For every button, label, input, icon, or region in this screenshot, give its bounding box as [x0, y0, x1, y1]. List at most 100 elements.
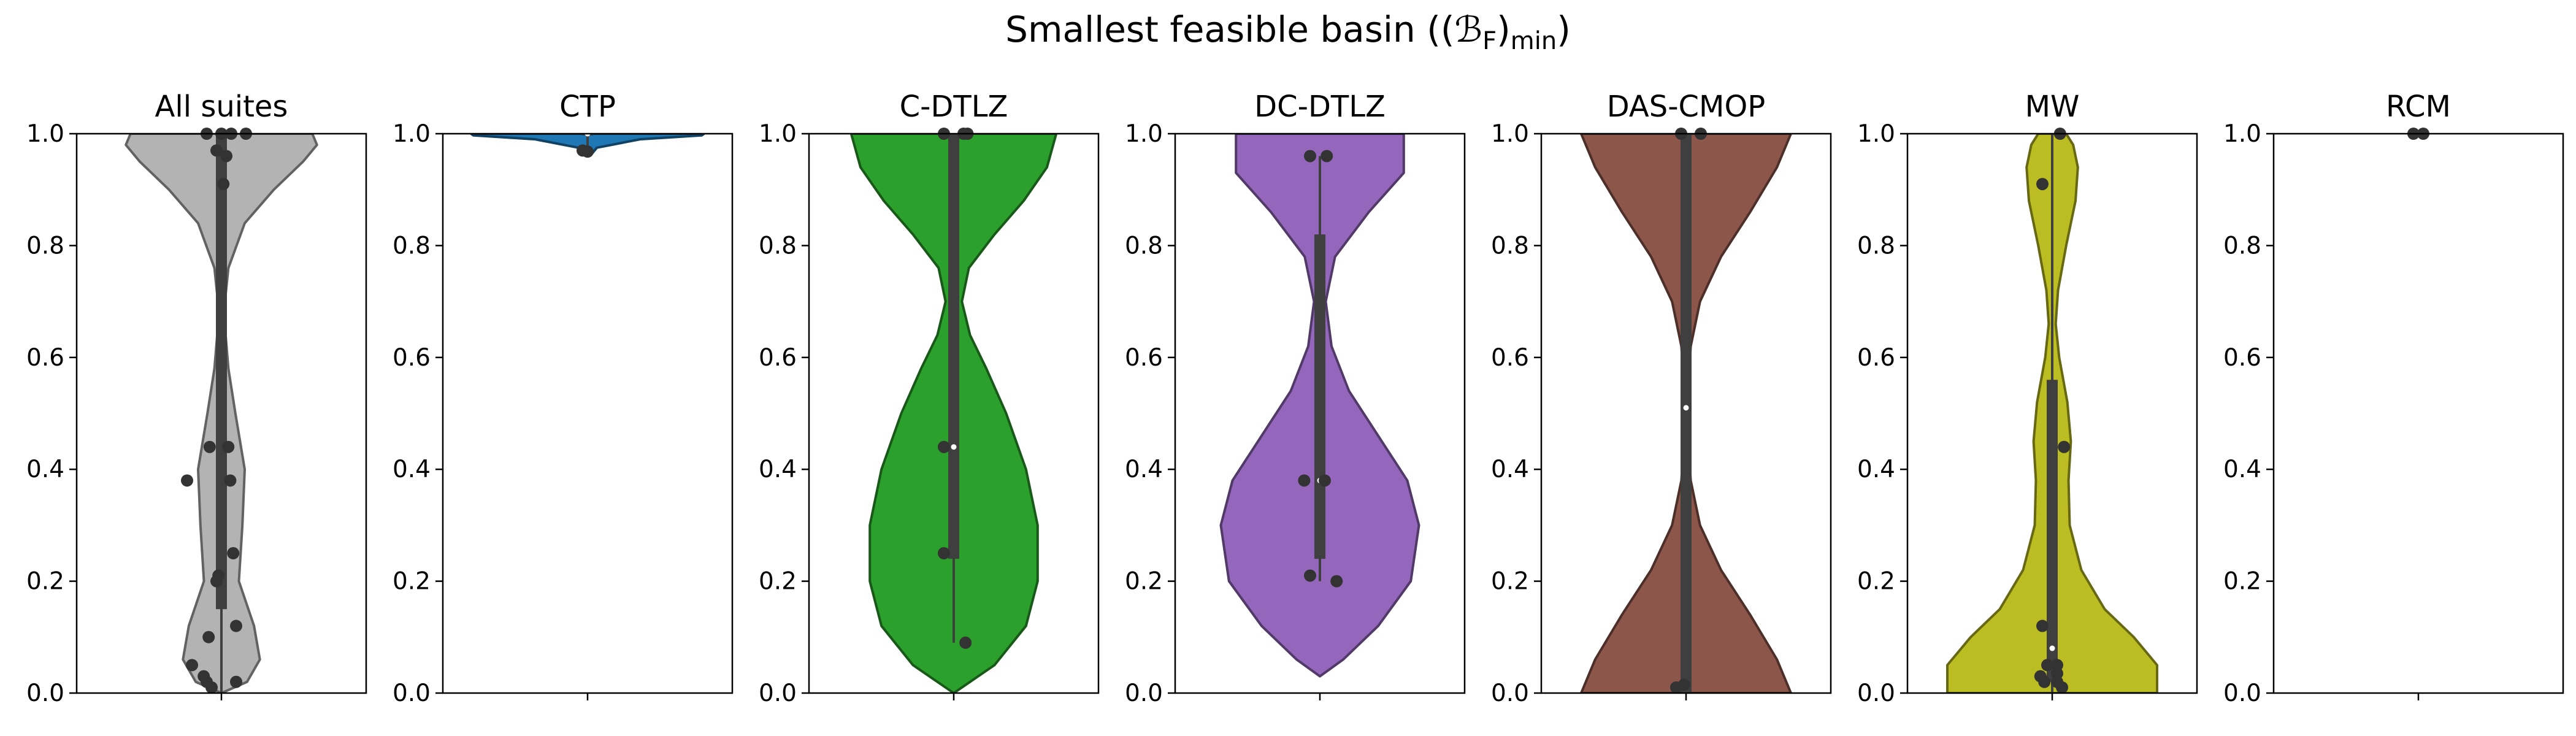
data-point: [217, 178, 230, 191]
y-tick-label: 1.0: [2223, 120, 2261, 148]
data-point: [210, 575, 223, 588]
y-tick-label: 0.2: [393, 568, 431, 596]
y-tick-label: 0.0: [393, 680, 431, 707]
data-point: [210, 144, 223, 157]
panel-title: C-DTLZ: [900, 90, 1008, 124]
axes-frame: [2272, 132, 2564, 694]
data-point: [220, 150, 232, 163]
data-point: [1319, 474, 1331, 487]
data-point: [938, 547, 950, 559]
iqr-box: [1681, 134, 1692, 693]
data-point: [2051, 659, 2063, 672]
y-tick-label: 0.8: [759, 232, 797, 259]
data-point: [181, 474, 193, 487]
median-marker: [951, 444, 957, 450]
data-point: [186, 659, 198, 672]
y-tick-label: 0.8: [393, 232, 431, 259]
y-tick-label: 0.4: [759, 456, 797, 483]
panel-title: RCM: [2386, 90, 2451, 124]
y-tick-label: 0.4: [26, 456, 64, 483]
y-tick-label: 1.0: [1857, 120, 1895, 148]
y-tick-label: 0.6: [2223, 344, 2261, 372]
data-point: [1304, 150, 1316, 163]
y-tick-label: 0.2: [1857, 568, 1895, 596]
median-marker: [2049, 645, 2055, 651]
y-tick-label: 0.4: [393, 456, 431, 483]
y-tick-label: 0.6: [759, 344, 797, 372]
y-tick-label: 0.4: [1491, 456, 1529, 483]
violin-panel: 0.0 0.2 0.4 0.6 0.8 1.0 RCM: [2223, 90, 2564, 707]
data-point: [938, 440, 950, 453]
y-tick-label: 0.8: [1491, 232, 1529, 259]
data-point: [2051, 667, 2063, 680]
data-point: [1330, 575, 1343, 588]
y-tick-label: 0.8: [1125, 232, 1163, 259]
y-tick-label: 0.2: [1125, 568, 1163, 596]
data-point: [202, 631, 215, 643]
y-tick-label: 0.0: [1125, 680, 1163, 707]
y-tick-label: 1.0: [1491, 120, 1529, 148]
data-point: [1298, 474, 1311, 487]
data-point: [959, 636, 972, 649]
panel-title: MW: [2025, 90, 2080, 124]
y-tick-label: 1.0: [26, 120, 64, 148]
axes-frame: [442, 132, 734, 694]
y-tick-label: 0.8: [26, 232, 64, 259]
panel-title: CTP: [559, 90, 616, 124]
data-point: [2038, 675, 2051, 688]
y-tick-label: 0.6: [1125, 344, 1163, 372]
y-tick-label: 1.0: [393, 120, 431, 148]
y-tick-label: 1.0: [1125, 120, 1163, 148]
y-tick-label: 0.4: [2223, 456, 2261, 483]
y-tick-label: 0.8: [2223, 232, 2261, 259]
data-point: [224, 474, 237, 487]
y-tick-label: 0.2: [26, 568, 64, 596]
y-tick-label: 0.6: [393, 344, 431, 372]
data-point: [227, 547, 240, 559]
violin-panel: 0.0 0.2 0.4 0.6 0.8 1.0 MW: [1857, 90, 2198, 707]
data-point: [2036, 619, 2049, 632]
violin-panel: 0.0 0.2 0.4 0.6 0.8 1.0 All suites: [26, 90, 367, 707]
y-tick-label: 0.0: [1857, 680, 1895, 707]
y-tick-label: 0.2: [2223, 568, 2261, 596]
violin-panel: 0.0 0.2 0.4 0.6 0.8 1.0 C-DTLZ: [759, 90, 1100, 707]
panel-title: DC-DTLZ: [1254, 90, 1386, 124]
data-point: [2058, 440, 2071, 453]
data-point: [230, 675, 242, 688]
y-tick-label: 0.6: [1491, 344, 1529, 372]
panel-title: All suites: [155, 90, 288, 124]
panel-title: DAS-CMOP: [1607, 90, 1765, 124]
iqr-box: [948, 134, 959, 559]
data-point: [222, 440, 235, 453]
y-tick-label: 0.2: [1491, 568, 1529, 596]
violin-panel: 0.0 0.2 0.4 0.6 0.8 1.0 DAS-CMOP: [1491, 90, 1832, 707]
y-tick-label: 0.6: [1857, 344, 1895, 372]
iqr-box: [216, 134, 227, 610]
y-tick-label: 0.6: [26, 344, 64, 372]
data-point: [2036, 178, 2049, 191]
data-point: [2056, 681, 2068, 694]
y-tick-label: 0.4: [1857, 456, 1895, 483]
data-point: [203, 440, 216, 453]
data-point: [2041, 659, 2053, 672]
y-tick-label: 0.4: [1125, 456, 1163, 483]
figure-title: Smallest feasible basin ((ℬF)min): [1005, 9, 1571, 55]
data-point: [1677, 678, 1690, 691]
y-tick-label: 0.0: [759, 680, 797, 707]
data-point: [205, 681, 218, 694]
basin-symbol: ℬ: [1455, 9, 1483, 50]
y-tick-label: 0.0: [2223, 680, 2261, 707]
y-tick-label: 0.2: [759, 568, 797, 596]
violin-panel: 0.0 0.2 0.4 0.6 0.8 1.0 CTP: [393, 90, 734, 707]
data-point: [1304, 569, 1316, 582]
iqr-box: [1314, 234, 1325, 559]
y-tick-label: 0.8: [1857, 232, 1895, 259]
violin-panels: 0.0 0.2 0.4 0.6 0.8 1.0 All suites 0.0 0.2 0.4 0.6…: [26, 90, 2564, 707]
y-tick-label: 0.0: [1491, 680, 1529, 707]
iqr-box: [2047, 380, 2058, 682]
data-point: [230, 619, 242, 632]
y-tick-label: 1.0: [759, 120, 797, 148]
y-tick-label: 0.0: [26, 680, 64, 707]
median-marker: [1683, 405, 1689, 411]
